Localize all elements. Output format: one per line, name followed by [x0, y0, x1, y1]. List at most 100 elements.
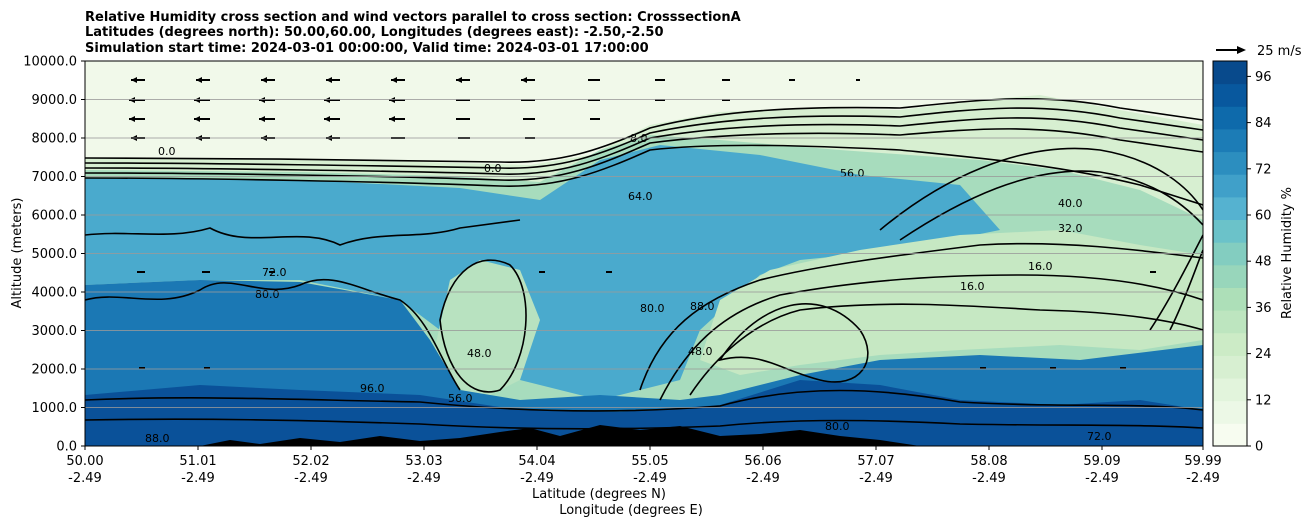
contour-label: 0.0: [484, 162, 502, 175]
quiver-key: 25 m/s: [1216, 44, 1302, 59]
y-tick-label: 10000.0: [23, 55, 77, 70]
y-tick-label: 1000.0: [32, 401, 78, 416]
x-tick-lon: -2.49: [520, 471, 554, 486]
x-axis-ticks: 50.00 -2.49 51.01 -2.49 52.02 -2.49 53.0…: [66, 446, 1222, 486]
colorbar-ticks: 0 12 24 36 48 60 72 84 96: [1247, 70, 1272, 455]
chart-title-line-2: Latitudes (degrees north): 50.00,60.00, …: [85, 25, 664, 40]
y-tick-label: 9000.0: [32, 93, 78, 108]
colorbar-label: Relative Humidity %: [1280, 187, 1295, 319]
contour-label: 32.0: [1058, 222, 1083, 235]
colorbar-band: [1213, 61, 1247, 85]
x-tick-lat: 53.03: [405, 454, 442, 469]
x-axis-label-longitude: Longitude (degrees E): [559, 503, 703, 518]
colorbar-band: [1213, 174, 1247, 198]
contour-line: [1149, 234, 1203, 331]
colorbar-tick-label: 24: [1255, 347, 1272, 362]
colorbar-band: [1213, 423, 1247, 447]
colorbar-frame: [1212, 60, 1248, 447]
x-tick-lon: -2.49: [407, 471, 441, 486]
x-tick-lon: -2.49: [181, 471, 215, 486]
contour-line: [718, 303, 869, 383]
x-tick-lat: 57.07: [857, 454, 894, 469]
x-tick-lat: 50.00: [66, 454, 103, 469]
contour-line: [85, 418, 1203, 430]
contour-label: 88.0: [145, 432, 170, 445]
contour-line: [879, 147, 1203, 231]
contour-label: 72.0: [1087, 430, 1112, 443]
contour-label: 48.0: [688, 345, 713, 358]
y-tick-label: 3000.0: [32, 324, 78, 339]
contour-label: 56.0: [840, 167, 865, 180]
colorbar-band: [1213, 128, 1247, 153]
contour-line: [85, 128, 1203, 181]
contour-label: 0.0: [158, 145, 176, 158]
x-tick-lat: 55.05: [631, 454, 668, 469]
x-tick-lon: -2.49: [1085, 471, 1119, 486]
y-tick-label: 6000.0: [32, 209, 78, 224]
y-tick-label: 7000.0: [32, 170, 78, 185]
y-tick-label: 0.0: [56, 440, 77, 455]
quiver-key-label: 25 m/s: [1257, 44, 1302, 59]
contour-label: 16.0: [1028, 260, 1053, 273]
colorbar-band: [1213, 219, 1247, 243]
colorbar-tick-label: 60: [1255, 209, 1272, 224]
colorbar-band: [1213, 355, 1247, 379]
colorbar-band: [1213, 332, 1247, 356]
colorbar-tick-label: 72: [1255, 162, 1272, 177]
contour-label: 96.0: [360, 382, 385, 395]
y-tick-label: 4000.0: [32, 286, 78, 301]
colorbar-tick-label: 36: [1255, 301, 1272, 316]
contour-line: [85, 144, 1203, 206]
colorbar-band: [1213, 400, 1247, 424]
contour-label: 40.0: [1058, 197, 1083, 210]
contour-label: 80.0: [255, 288, 280, 301]
x-tick-lon: -2.49: [859, 471, 893, 486]
colorbar-band: [1213, 264, 1247, 288]
x-tick-lon: -2.49: [294, 471, 328, 486]
y-axis-ticks: 0.0 1000.0 2000.0 3000.0 4000.0 5000.0 6…: [23, 55, 85, 455]
x-tick-lat: 58.08: [970, 454, 1007, 469]
y-tick-label: 8000.0: [32, 132, 78, 147]
contour-line: [85, 97, 1203, 163]
x-tick-lon: -2.49: [633, 471, 667, 486]
x-tick-lon: -2.49: [1186, 471, 1220, 486]
quiver-key-arrow-icon: [1237, 46, 1246, 54]
contour-label: 80.0: [640, 302, 665, 315]
x-axis-label-latitude: Latitude (degrees N): [532, 487, 666, 502]
x-tick-lat: 51.01: [179, 454, 216, 469]
contour-line: [689, 303, 1203, 396]
x-tick-lat: 59.09: [1083, 454, 1120, 469]
colorbar-band: [1213, 83, 1247, 107]
contour-label: 56.0: [448, 392, 473, 405]
x-tick-lat: 56.06: [744, 454, 781, 469]
contour-label: 16.0: [960, 280, 985, 293]
x-tick-lon: -2.49: [68, 471, 102, 486]
colorbar-tick-label: 96: [1255, 70, 1272, 85]
colorbar-bands: [1213, 61, 1247, 447]
contour-label: 64.0: [628, 190, 653, 203]
y-axis-label: Altitude (meters): [10, 198, 25, 309]
contour-line: [1169, 249, 1203, 331]
colorbar-tick-label: 48: [1255, 255, 1272, 270]
colorbar-band: [1213, 287, 1247, 311]
contour-line: [439, 259, 527, 393]
x-tick-lat: 52.02: [292, 454, 329, 469]
y-gridlines: [85, 99, 1203, 408]
contour-line: [85, 278, 461, 391]
x-tick-lon: -2.49: [746, 471, 780, 486]
contour-labels: 96.0 96.0 88.0 88.0 80.0 80.0 80.0 72.0 …: [145, 132, 1112, 445]
chart-title-line-1: Relative Humidity cross section and wind…: [85, 10, 741, 25]
colorbar-band: [1213, 196, 1247, 221]
contour-label: 48.0: [467, 347, 492, 360]
y-tick-label: 2000.0: [32, 363, 78, 378]
terrain: [200, 425, 920, 446]
x-tick-lat: 54.04: [518, 454, 555, 469]
contour-line: [899, 170, 1203, 241]
x-tick-lon: -2.49: [972, 471, 1006, 486]
colorbar-band: [1213, 310, 1247, 334]
colorbar-tick-label: 12: [1255, 393, 1272, 408]
colorbar: 0 12 24 36 48 60 72 84 96 Relative Humidity %: [1212, 60, 1295, 455]
colorbar-band: [1213, 378, 1247, 402]
contour-line: [639, 242, 1203, 391]
